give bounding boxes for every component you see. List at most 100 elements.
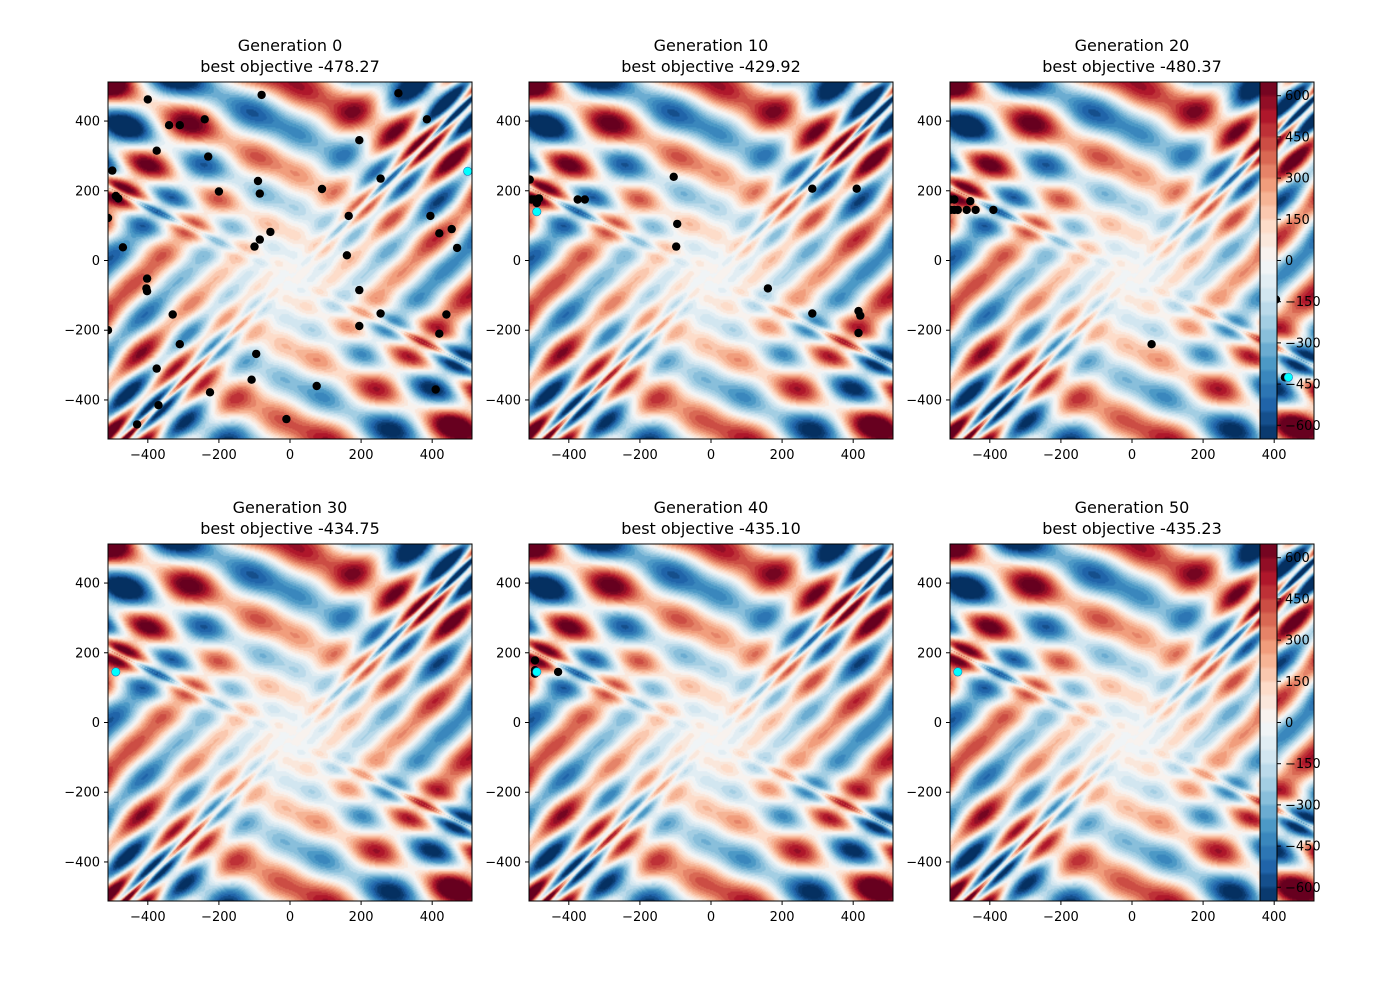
x-tick-label: −400 — [551, 910, 587, 925]
x-tick-label: 200 — [1191, 910, 1216, 925]
population-point — [971, 205, 980, 215]
y-tick-label: 0 — [92, 716, 100, 731]
colorbar-tick-label: −450 — [1285, 378, 1321, 393]
x-tick-label: 0 — [707, 448, 715, 463]
x-tick-label: 200 — [349, 448, 374, 463]
subplot-title-generation: Generation 40 — [654, 498, 769, 517]
colorbar-tick-label: 450 — [1285, 130, 1310, 145]
y-tick-label: 400 — [75, 115, 100, 130]
colorbar-tick-label: 0 — [1285, 254, 1293, 269]
x-tick-label: 200 — [770, 448, 795, 463]
y-tick-label: 0 — [513, 254, 521, 269]
colorbar-tick-label: −300 — [1285, 798, 1321, 813]
population-point — [355, 136, 364, 145]
scatter-points — [529, 172, 865, 338]
population-point — [214, 187, 224, 196]
subplot-title-generation: Generation 50 — [1075, 498, 1190, 517]
population-point — [808, 309, 817, 318]
y-tick-label: 200 — [75, 184, 100, 199]
subplot-title-generation: Generation 10 — [654, 36, 769, 55]
population-point — [376, 174, 385, 183]
scatter-points — [108, 89, 472, 429]
contour-background — [529, 82, 893, 439]
colorbar-tick-label: 0 — [1285, 716, 1293, 731]
best-point — [532, 667, 542, 677]
y-tick-label: 400 — [496, 115, 521, 130]
population-point — [266, 227, 275, 237]
population-point — [205, 388, 215, 397]
x-tick-label: 200 — [1191, 448, 1216, 463]
subplot-title-best-objective: best objective -435.10 — [621, 519, 801, 538]
population-point — [376, 309, 385, 318]
scatter-points — [950, 195, 1293, 382]
colorbar-tick-label: 450 — [1285, 592, 1310, 607]
population-point — [252, 349, 261, 359]
scatter-points — [530, 656, 563, 678]
subplot-title-generation: Generation 20 — [1075, 36, 1190, 55]
y-tick-label: 200 — [917, 184, 942, 199]
best-point — [1283, 372, 1293, 382]
x-tick-label: 0 — [1128, 910, 1136, 925]
subplot-title-best-objective: best objective -429.92 — [621, 57, 801, 76]
x-tick-label: −200 — [201, 448, 237, 463]
population-point — [950, 205, 959, 215]
colorbar-gradient — [1260, 544, 1277, 901]
colorbar-1: 600 450 300 150 0 −150 −300 −450 −600 — [1259, 543, 1321, 902]
contour-background — [108, 82, 472, 439]
population-point — [253, 176, 263, 186]
y-tick-label: 0 — [934, 716, 942, 731]
subplot-generation-5: −400 −200 0 200 400 −400 −200 0 200 400 Generation… — [906, 498, 1315, 925]
colorbar-tick-label: −150 — [1285, 295, 1321, 310]
x-tick-label: −200 — [1043, 910, 1079, 925]
y-tick-label: −200 — [485, 324, 521, 339]
best-point — [111, 667, 121, 677]
x-tick-label: 0 — [707, 910, 715, 925]
y-tick-label: 0 — [92, 254, 100, 269]
population-point — [118, 243, 128, 252]
best-point — [463, 166, 472, 176]
population-point — [580, 195, 589, 204]
y-tick-label: −400 — [64, 393, 100, 408]
population-point — [108, 166, 117, 175]
colorbar-gradient — [1260, 82, 1277, 439]
colorbar-tick-label: 150 — [1285, 213, 1310, 228]
population-point — [108, 326, 113, 335]
population-point — [255, 189, 264, 198]
population-point — [856, 311, 865, 320]
population-point — [394, 89, 403, 98]
y-tick-label: 400 — [917, 577, 942, 592]
x-tick-label: 0 — [286, 448, 294, 463]
population-point — [152, 364, 161, 373]
population-point — [529, 175, 534, 184]
best-point — [532, 207, 542, 217]
population-point — [426, 211, 435, 221]
population-point — [854, 328, 863, 338]
population-point — [164, 121, 174, 130]
x-tick-label: −400 — [972, 448, 1008, 463]
y-tick-label: −200 — [64, 324, 100, 339]
contour-background — [950, 544, 1314, 901]
y-tick-label: −400 — [485, 855, 521, 870]
population-point — [966, 197, 975, 206]
population-point — [355, 285, 364, 295]
population-point — [204, 152, 213, 161]
population-point — [435, 229, 444, 238]
y-tick-label: 400 — [917, 115, 942, 130]
colorbar-tick-label: 300 — [1285, 634, 1310, 649]
x-tick-label: 400 — [1262, 910, 1287, 925]
y-tick-label: 0 — [934, 254, 942, 269]
subplot-title-generation: Generation 30 — [233, 498, 348, 517]
population-point — [143, 95, 152, 104]
y-tick-label: 400 — [496, 577, 521, 592]
x-tick-label: 400 — [420, 448, 445, 463]
x-tick-label: −200 — [622, 448, 658, 463]
population-point — [669, 172, 678, 181]
population-point — [672, 242, 681, 251]
y-tick-label: −400 — [906, 393, 942, 408]
x-tick-label: 0 — [286, 910, 294, 925]
y-tick-label: −200 — [485, 786, 521, 801]
population-point — [452, 243, 462, 253]
contour-background — [529, 544, 893, 901]
best-point — [953, 667, 963, 677]
population-point — [257, 90, 266, 100]
